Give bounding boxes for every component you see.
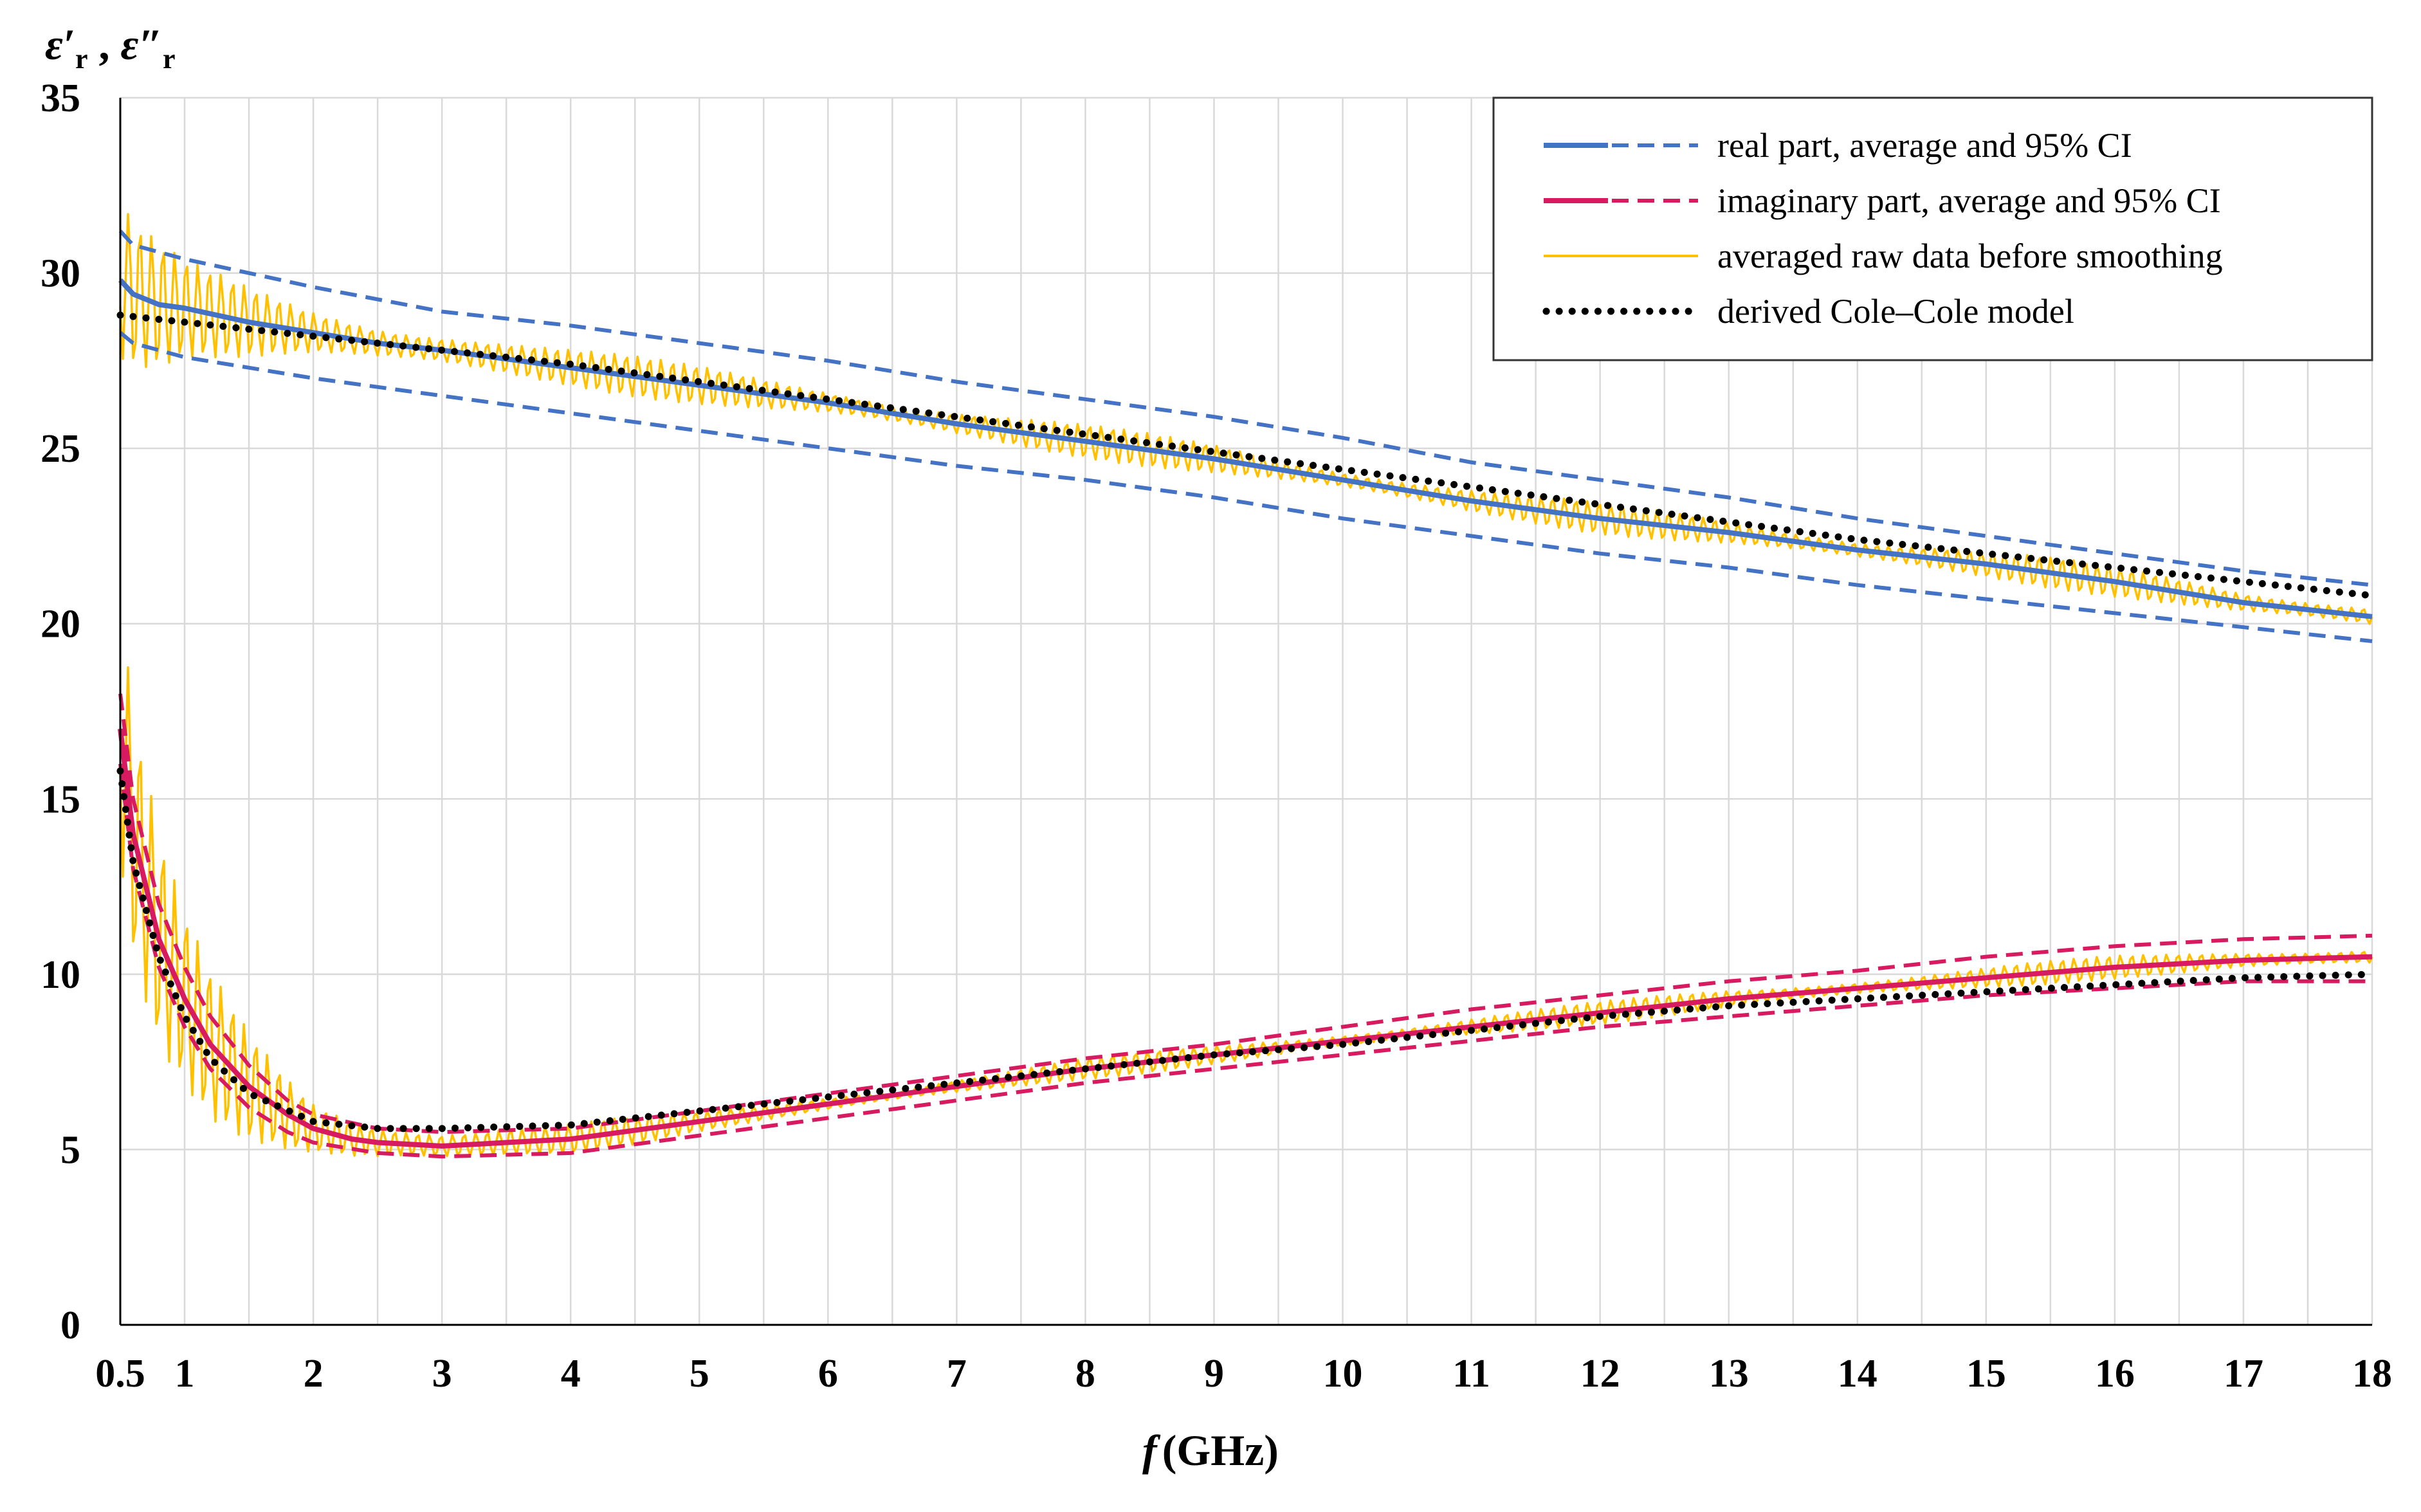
x-tick-label: 12 — [1580, 1352, 1620, 1396]
y-tick-label: 0 — [60, 1304, 80, 1347]
legend-item-raw: averaged raw data before smoothing — [1544, 237, 2223, 275]
legend-label-raw: averaged raw data before smoothing — [1717, 237, 2223, 275]
y-axis-title: ε′r , ε″r — [45, 20, 176, 75]
x-tick-label: 9 — [1204, 1352, 1224, 1396]
x-axis-title: f (GHz) — [1142, 1426, 1279, 1475]
x-tick-label: 10 — [1323, 1352, 1363, 1396]
x-tick-label: 3 — [432, 1352, 452, 1396]
x-tick-label: 0.5 — [95, 1352, 145, 1396]
series-imaginary-ci-lower — [118, 763, 2372, 1159]
series-raw-imaginary — [119, 666, 2373, 1158]
y-tick-label: 15 — [41, 778, 80, 821]
x-tick-label: 11 — [1452, 1352, 1490, 1396]
y-tick-label: 30 — [41, 252, 80, 296]
legend-item-real: real part, average and 95% CI — [1544, 126, 2132, 165]
y-tick-label: 10 — [41, 953, 80, 997]
series-colecole-imaginary — [116, 767, 2376, 1133]
legend-item-imaginary: imaginary part, average and 95% CI — [1544, 181, 2221, 220]
x-tick-label: 2 — [304, 1352, 324, 1396]
x-tick-label: 15 — [1966, 1352, 2006, 1396]
legend-label-real: real part, average and 95% CI — [1717, 126, 2132, 165]
legend-box — [1492, 96, 2373, 361]
legend: real part, average and 95% CI imaginary … — [1492, 96, 2373, 361]
y-tick-label: 35 — [41, 77, 80, 120]
x-tick-label: 14 — [1838, 1352, 1877, 1396]
legend-item-colecole: derived Cole–Cole model — [1542, 292, 2074, 331]
axes — [119, 98, 2372, 1326]
x-tick-label: 18 — [2352, 1352, 2392, 1396]
series-imaginary-ci-upper — [118, 693, 2373, 1134]
x-tick-label: 17 — [2224, 1352, 2263, 1396]
x-tick-label: 7 — [947, 1352, 967, 1396]
series-real-average — [118, 278, 2373, 619]
series-imaginary-average — [118, 728, 2373, 1149]
y-tick-label: 25 — [41, 427, 80, 471]
y-tick-label: 5 — [60, 1128, 80, 1172]
series-colecole-real — [116, 311, 2376, 599]
legend-label-imaginary: imaginary part, average and 95% CI — [1717, 181, 2221, 220]
series-layer — [116, 213, 2376, 1159]
series-real-ci-lower — [119, 331, 2373, 643]
x-tick-label: 13 — [1709, 1352, 1749, 1396]
x-tick-label: 4 — [561, 1352, 581, 1396]
x-tick-label: 5 — [690, 1352, 709, 1396]
legend-label-colecole: derived Cole–Cole model — [1717, 292, 2074, 331]
x-tick-label: 6 — [818, 1352, 838, 1396]
x-tick-label: 16 — [2095, 1352, 2135, 1396]
x-tick-label: 1 — [175, 1352, 195, 1396]
x-tick-label: 8 — [1075, 1352, 1095, 1396]
y-tick-label: 20 — [41, 603, 80, 646]
grid — [119, 96, 2373, 1326]
